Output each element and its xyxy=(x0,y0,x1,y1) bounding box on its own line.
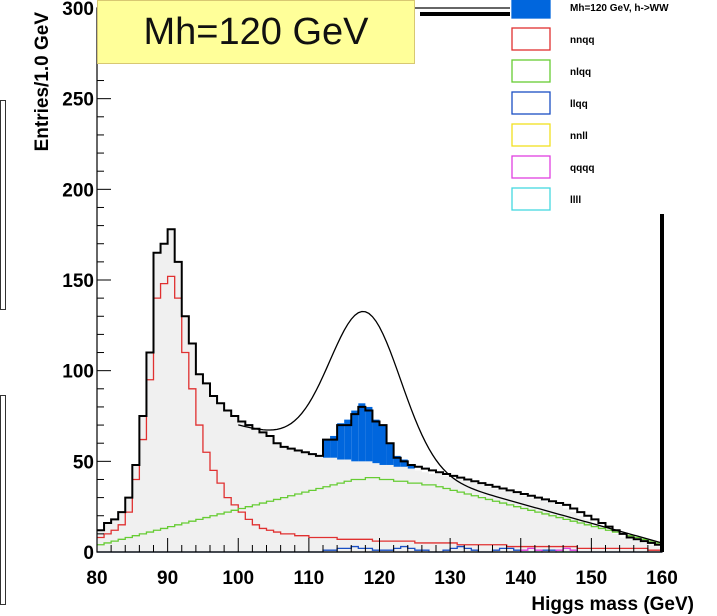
signal-bar xyxy=(379,425,387,465)
x-tick-label: 90 xyxy=(157,568,178,589)
legend-label: llll xyxy=(570,195,581,206)
signal-bar xyxy=(372,419,380,464)
y-tick-label: 100 xyxy=(62,362,94,383)
series-nnqq xyxy=(97,275,662,551)
legend-label: qqqq xyxy=(570,163,594,174)
title-callout: Mh=120 GeV xyxy=(97,0,415,64)
x-tick-label: 150 xyxy=(576,568,608,589)
signal-bar xyxy=(330,435,338,458)
legend-swatch xyxy=(511,123,551,147)
legend: Mh=120 GeV, h->WW nnqq nlqq llqq nnll qqqq lll… xyxy=(420,0,717,552)
x-axis-title: Higgs mass (GeV) xyxy=(531,594,694,615)
y-tick-label: 200 xyxy=(62,180,94,201)
signal-bar xyxy=(386,443,394,465)
legend-swatch xyxy=(511,91,551,115)
y-tick-label: 250 xyxy=(62,90,94,111)
x-tick-label: 130 xyxy=(434,568,466,589)
signal-bar xyxy=(365,406,373,462)
legend-swatch xyxy=(511,155,551,179)
legend-label: nnll xyxy=(570,131,588,142)
legend-label: nlqq xyxy=(570,67,591,78)
x-tick-label: 100 xyxy=(222,568,254,589)
signal-bar xyxy=(344,419,352,460)
legend-label: llqq xyxy=(570,99,588,110)
series-total-background xyxy=(97,229,662,552)
fit-curve xyxy=(238,310,663,544)
axes: 80 90 100 110 120 130 140 150 160 0 50 100 150 200 250… xyxy=(32,0,694,615)
legend-swatch xyxy=(511,27,551,51)
legend-label: Mh=120 GeV, h->WW xyxy=(570,3,669,14)
series-nlqq xyxy=(97,477,662,546)
adjacent-plot-fragment-bottom xyxy=(0,395,6,605)
signal-bar xyxy=(400,459,408,467)
signal-bar xyxy=(358,403,366,462)
y-tick-label: 0 xyxy=(83,543,94,564)
x-tick-label: 120 xyxy=(364,568,396,589)
x-tick-label: 160 xyxy=(646,568,678,589)
legend-swatch xyxy=(511,187,551,211)
signal-bar xyxy=(351,410,359,462)
legend-label: nnqq xyxy=(570,35,594,46)
y-tick-label: 300 xyxy=(62,0,94,20)
legend-swatch xyxy=(511,59,551,83)
signal-bar xyxy=(407,464,415,469)
signal-bar xyxy=(393,455,401,467)
x-tick-label: 80 xyxy=(86,568,107,589)
y-tick-label: 150 xyxy=(62,271,94,292)
y-tick-label: 50 xyxy=(73,452,94,473)
adjacent-plot-fragment-top xyxy=(0,100,6,310)
x-tick-label: 110 xyxy=(294,568,325,589)
series-total-with-signal xyxy=(97,228,662,546)
y-axis-title: Entries/1.0 GeV xyxy=(32,12,53,152)
legend-swatch xyxy=(511,0,551,19)
x-tick-label: 140 xyxy=(505,568,537,589)
signal-bar xyxy=(337,423,345,460)
signal-bar xyxy=(323,439,331,458)
